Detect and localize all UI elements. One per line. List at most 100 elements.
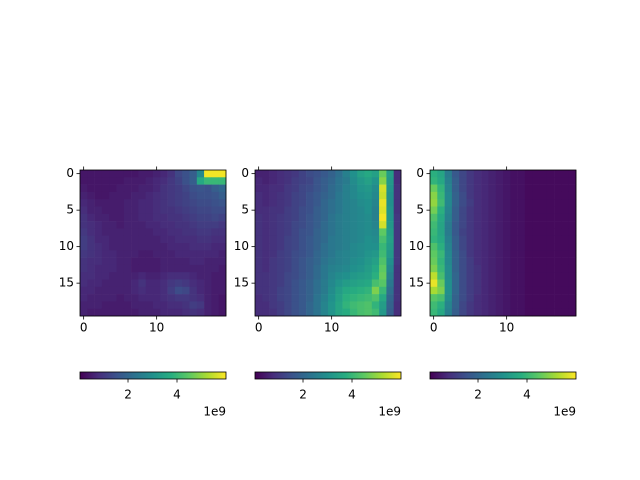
heatmap-cell — [495, 279, 504, 288]
heatmap-cell — [269, 206, 278, 215]
heatmap-cell — [306, 184, 314, 193]
heatmap-cell — [116, 199, 125, 207]
heatmap-cell — [459, 191, 467, 200]
heatmap-cell — [561, 184, 569, 193]
heatmap-cell — [539, 250, 548, 258]
heatmap-cell — [196, 257, 205, 266]
heatmap-cell — [182, 235, 190, 244]
heatmap-cell — [189, 177, 198, 185]
heatmap-cell — [481, 243, 489, 251]
heatmap-cell — [138, 191, 146, 200]
heatmap-cell — [196, 191, 205, 200]
heatmap-cell — [306, 199, 314, 207]
heatmap-cell — [291, 308, 300, 317]
heatmap-cell — [189, 206, 198, 215]
heatmap-cell — [524, 264, 533, 273]
heatmap-cell — [109, 221, 117, 229]
heatmap-cell — [349, 308, 358, 317]
heatmap-cell — [357, 221, 365, 229]
heatmap-cell — [481, 191, 489, 200]
heatmap-cell — [466, 279, 475, 288]
heatmap-cell — [116, 279, 125, 288]
heatmap-cell — [328, 257, 336, 266]
heatmap-cell — [335, 250, 343, 258]
heatmap-cell — [510, 170, 518, 178]
heatmap-cell — [554, 279, 562, 288]
heatmap-cell — [123, 279, 132, 288]
heatmap-cell — [80, 235, 88, 244]
heatmap-cell — [451, 243, 460, 251]
heatmap-cell — [451, 177, 460, 185]
heatmap-cell — [393, 250, 402, 258]
heatmap-cell — [488, 250, 496, 258]
heatmap-cell — [386, 184, 394, 193]
heatmap-cell — [328, 184, 336, 193]
heatmap-cell — [291, 221, 300, 229]
heatmap-cell — [444, 250, 453, 258]
heatmap-cell — [174, 301, 183, 309]
heatmap-cell — [532, 250, 540, 258]
heatmap-cell — [138, 257, 146, 266]
heatmap-cell — [335, 191, 343, 200]
heatmap-cell — [320, 170, 329, 178]
heatmap-cell — [349, 228, 358, 236]
heatmap-cell — [393, 264, 402, 273]
heatmap-cell — [364, 286, 373, 295]
heatmap-cell — [349, 235, 358, 244]
heatmap-cell — [510, 228, 518, 236]
heatmap-cell — [349, 294, 358, 302]
heatmap-cell — [342, 184, 351, 193]
heatmap-cell — [131, 257, 139, 266]
heatmap-cell — [109, 235, 117, 244]
heatmap-cell — [335, 243, 343, 251]
heatmap-cell — [101, 301, 110, 309]
heatmap-cell — [276, 199, 285, 207]
heatmap-cell — [503, 272, 511, 280]
heatmap-cell — [459, 294, 467, 302]
heatmap-cell — [546, 206, 555, 215]
heatmap-cell — [342, 286, 351, 295]
heatmap-cell — [335, 279, 343, 288]
heatmap-cell — [503, 243, 511, 251]
heatmap-cell — [328, 177, 336, 185]
heatmap-cell — [473, 279, 482, 288]
heatmap-cell — [437, 301, 445, 309]
heatmap-cell — [386, 213, 394, 222]
heatmap-cell — [269, 250, 278, 258]
heatmap-cell — [123, 308, 132, 317]
heatmap-cell — [379, 213, 387, 222]
heatmap-cell — [196, 279, 205, 288]
heatmap-cell — [101, 264, 110, 273]
heatmap-cell — [546, 235, 555, 244]
heatmap-cell — [510, 221, 518, 229]
heatmap-cell — [539, 170, 548, 178]
heatmap-cell — [364, 257, 373, 266]
heatmap-cell — [524, 279, 533, 288]
heatmap-cell — [451, 213, 460, 222]
heatmap-cell — [539, 264, 548, 273]
heatmap-cell — [153, 264, 161, 273]
heatmap-cell — [357, 177, 365, 185]
y-tick-label: 0 — [66, 166, 74, 180]
heatmap-cell — [174, 221, 183, 229]
heatmap-cell — [393, 221, 402, 229]
heatmap-cell — [371, 191, 380, 200]
heatmap-cell — [349, 279, 358, 288]
heatmap-cell — [379, 199, 387, 207]
heatmap-cell — [466, 264, 475, 273]
heatmap-cell — [138, 206, 146, 215]
heatmap-cell — [123, 213, 132, 222]
heatmap-cell — [437, 286, 445, 295]
heatmap-cell — [481, 308, 489, 317]
heatmap-cell — [262, 213, 270, 222]
heatmap-cell — [437, 221, 445, 229]
heatmap-cell — [554, 170, 562, 178]
heatmap-cell — [284, 257, 292, 266]
heatmap-cell — [539, 286, 548, 295]
heatmap-cell — [532, 272, 540, 280]
heatmap-cell — [116, 308, 125, 317]
heatmap-cell — [189, 170, 198, 178]
heatmap-cell — [262, 279, 270, 288]
heatmap-cell — [393, 257, 402, 266]
heatmap-cell — [371, 279, 380, 288]
